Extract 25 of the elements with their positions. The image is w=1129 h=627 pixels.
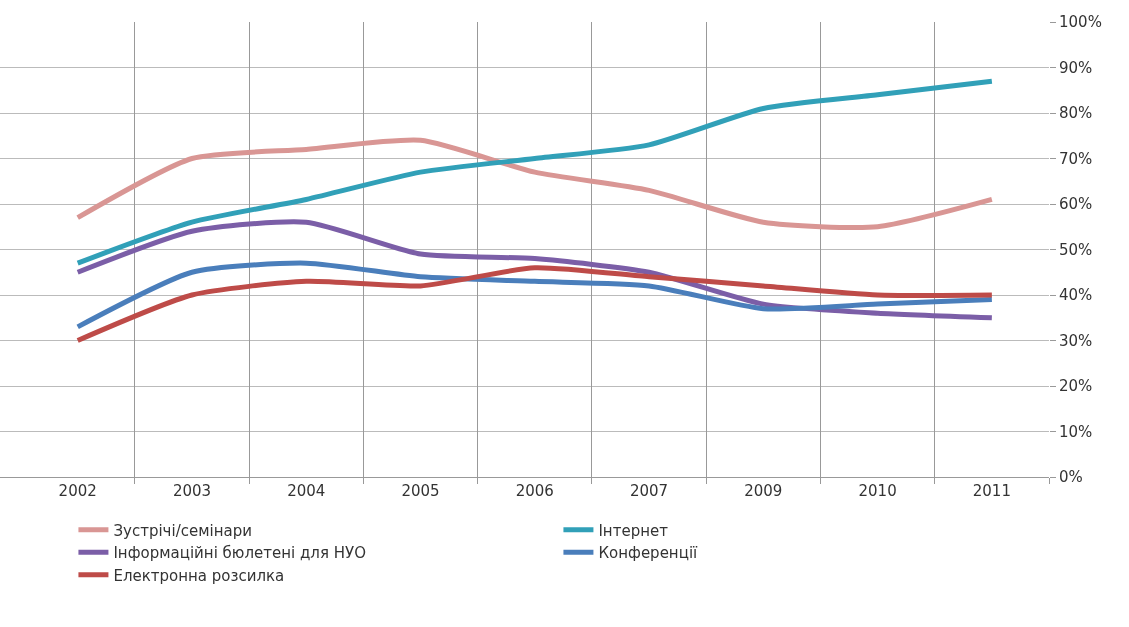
x-tick-label: 2007 xyxy=(629,482,669,500)
x-tick-label: 2009 xyxy=(744,482,783,500)
y-tick-label: 50% xyxy=(1059,240,1093,259)
legend-label: Зустрічі/семінари xyxy=(113,521,252,540)
legend-label: Конференції xyxy=(598,544,699,562)
x-tick-label: 2002 xyxy=(58,482,97,500)
y-tick-label: 10% xyxy=(1059,422,1093,441)
y-tick-label: 60% xyxy=(1059,195,1093,214)
legend-label: Інформаційні бюлетені для НУО xyxy=(113,544,366,562)
y-tick-label: 100% xyxy=(1059,13,1102,32)
x-tick-label: 2005 xyxy=(401,482,440,500)
legend-label: Електронна розсилка xyxy=(113,566,285,585)
x-tick-label: 2011 xyxy=(972,482,1011,500)
x-tick-label: 2003 xyxy=(172,482,212,500)
y-tick-label: 20% xyxy=(1059,377,1093,396)
y-tick-label: 30% xyxy=(1059,331,1093,350)
y-tick-label: 70% xyxy=(1059,149,1093,168)
y-tick-label: 80% xyxy=(1059,104,1093,123)
y-tick-label: 90% xyxy=(1059,58,1093,77)
x-tick-label: 2006 xyxy=(515,482,554,500)
legend-label: Інтернет xyxy=(598,521,669,540)
x-tick-label: 2004 xyxy=(287,482,326,500)
x-tick-label: 2010 xyxy=(858,482,897,500)
y-tick-label: 0% xyxy=(1059,468,1083,487)
y-tick-label: 40% xyxy=(1059,286,1093,305)
